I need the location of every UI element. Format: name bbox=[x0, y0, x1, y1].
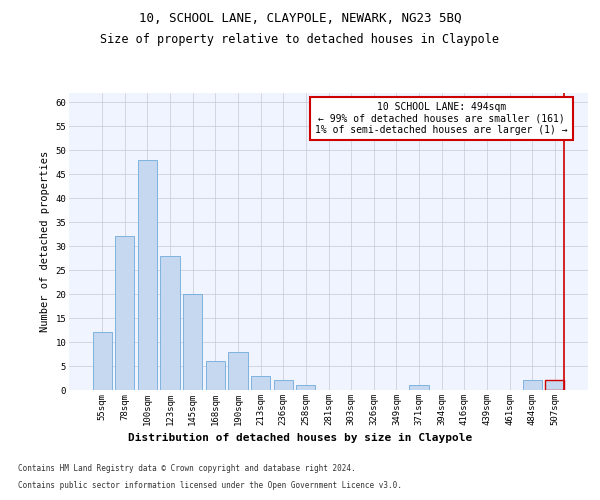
Bar bbox=[409, 385, 428, 390]
Text: 10 SCHOOL LANE: 494sqm
← 99% of detached houses are smaller (161)
1% of semi-det: 10 SCHOOL LANE: 494sqm ← 99% of detached… bbox=[316, 102, 568, 136]
Bar bbox=[115, 236, 134, 390]
Bar bbox=[545, 380, 565, 390]
Bar bbox=[229, 352, 248, 390]
Bar bbox=[183, 294, 202, 390]
Bar bbox=[523, 380, 542, 390]
Bar bbox=[251, 376, 270, 390]
Bar bbox=[296, 385, 316, 390]
Bar bbox=[138, 160, 157, 390]
Text: Contains public sector information licensed under the Open Government Licence v3: Contains public sector information licen… bbox=[18, 481, 402, 490]
Bar bbox=[206, 361, 225, 390]
Bar bbox=[92, 332, 112, 390]
Text: 10, SCHOOL LANE, CLAYPOLE, NEWARK, NG23 5BQ: 10, SCHOOL LANE, CLAYPOLE, NEWARK, NG23 … bbox=[139, 12, 461, 26]
Bar bbox=[274, 380, 293, 390]
Text: Size of property relative to detached houses in Claypole: Size of property relative to detached ho… bbox=[101, 32, 499, 46]
Text: Contains HM Land Registry data © Crown copyright and database right 2024.: Contains HM Land Registry data © Crown c… bbox=[18, 464, 356, 473]
Text: Distribution of detached houses by size in Claypole: Distribution of detached houses by size … bbox=[128, 432, 472, 442]
Y-axis label: Number of detached properties: Number of detached properties bbox=[40, 150, 50, 332]
Bar bbox=[160, 256, 180, 390]
